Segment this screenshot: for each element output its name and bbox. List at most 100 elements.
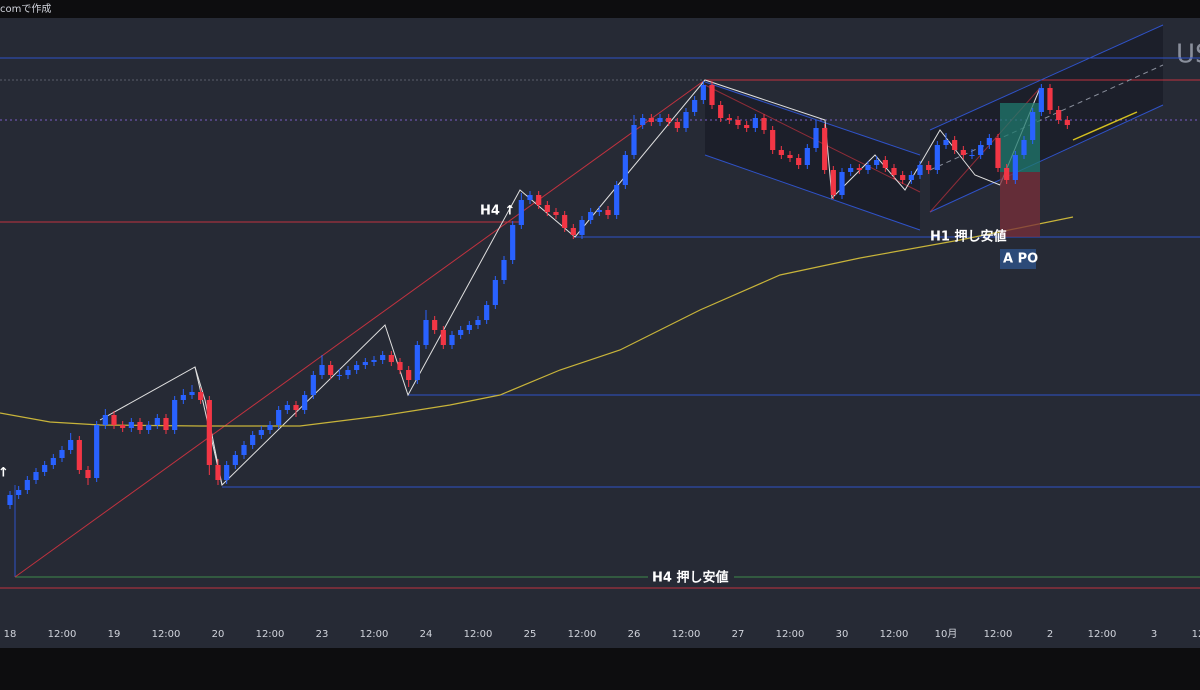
watermark: US xyxy=(1176,40,1200,70)
candle-body xyxy=(68,440,74,450)
candle-body xyxy=(76,440,82,470)
x-tick-label: 12:00 xyxy=(1088,629,1117,640)
x-tick-label: 20 xyxy=(212,629,225,640)
candle-body xyxy=(492,280,498,305)
candle-body xyxy=(622,155,628,185)
candle-body xyxy=(674,122,680,128)
x-tick-label: 12:00 xyxy=(360,629,389,640)
candle-body xyxy=(926,165,932,170)
candle-body xyxy=(666,118,672,122)
candle-body xyxy=(380,355,386,360)
header: comで作成 xyxy=(0,3,51,15)
candle-body xyxy=(50,458,56,465)
candle-body xyxy=(7,495,13,505)
candle-body xyxy=(1030,112,1036,140)
candle-body xyxy=(466,325,472,330)
candle-body xyxy=(1012,155,1018,180)
x-tick-label: 30 xyxy=(836,629,849,640)
candle-body xyxy=(908,175,914,180)
candle-body xyxy=(198,392,204,400)
candle-body xyxy=(146,425,152,430)
annotation: ↑ xyxy=(0,466,9,481)
candle-body xyxy=(189,392,195,395)
candle-body xyxy=(449,335,455,345)
candle-body xyxy=(692,100,698,112)
candle-body xyxy=(787,155,793,158)
x-tick-label: 12:00 xyxy=(776,629,805,640)
candle-body xyxy=(718,105,724,118)
candle-body xyxy=(319,365,325,375)
candle-body xyxy=(120,425,126,428)
candle-body xyxy=(1064,120,1070,125)
candle-body xyxy=(796,158,802,165)
candle-body xyxy=(596,210,602,212)
candle-body xyxy=(657,118,663,122)
x-tick-label: 12:00 xyxy=(880,629,909,640)
candle-body xyxy=(293,405,299,410)
x-tick-label: 12:00 xyxy=(984,629,1013,640)
candle-body xyxy=(59,450,65,458)
candle-body xyxy=(284,405,290,410)
x-tick-label: 12:00 xyxy=(672,629,701,640)
candle-body xyxy=(440,330,446,345)
x-tick-label: 26 xyxy=(628,629,641,640)
candle-body xyxy=(206,400,212,465)
candle-body xyxy=(553,212,559,215)
candle-body xyxy=(874,160,880,165)
candle-body xyxy=(709,85,715,105)
candle-body xyxy=(232,455,238,465)
candle-body xyxy=(752,118,758,128)
candle-body xyxy=(345,370,351,375)
candle-body xyxy=(605,210,611,215)
candle-body xyxy=(302,395,308,410)
candle-body xyxy=(406,370,412,380)
candle-body xyxy=(640,118,646,125)
annotation: A PO xyxy=(1003,252,1038,267)
candle-body xyxy=(544,205,550,212)
candle-body xyxy=(475,320,481,325)
candle-body xyxy=(1038,88,1044,112)
candle-body xyxy=(16,490,22,495)
candle-body xyxy=(1047,88,1053,110)
candle-body xyxy=(865,165,871,170)
candle-body xyxy=(952,140,958,150)
candle-body xyxy=(137,422,143,430)
candle-body xyxy=(960,150,966,155)
candle-body xyxy=(432,320,438,330)
candle-body xyxy=(735,120,741,125)
candle-body xyxy=(744,125,750,128)
candle-body xyxy=(536,195,542,205)
candle-body xyxy=(458,330,464,335)
candle-body xyxy=(172,400,178,430)
candle-body xyxy=(85,470,91,478)
x-tick-label: 12:00 xyxy=(1192,629,1200,640)
candle-body xyxy=(1004,168,1010,180)
candle-body xyxy=(770,130,776,150)
candle-body xyxy=(111,415,117,425)
candle-body xyxy=(700,85,706,100)
candle-body xyxy=(310,375,316,395)
candle-body xyxy=(969,155,975,156)
candle-body xyxy=(761,118,767,130)
x-tick-label: 18 xyxy=(4,629,17,640)
candle-body xyxy=(267,425,273,430)
annotation: H1 押し安値 xyxy=(930,229,1006,245)
candle-body xyxy=(128,422,134,428)
candle-body xyxy=(917,165,923,175)
drawings xyxy=(0,24,1200,589)
candle-body xyxy=(804,148,810,165)
x-tick-label: 12:00 xyxy=(48,629,77,640)
candle-body xyxy=(856,168,862,170)
x-tick-label: 23 xyxy=(316,629,329,640)
candle-body xyxy=(614,185,620,215)
x-tick-label: 12:00 xyxy=(464,629,493,640)
candle-body xyxy=(648,118,654,122)
candle-body xyxy=(822,128,828,170)
x-tick-label: 12:00 xyxy=(256,629,285,640)
x-tick-label: 24 xyxy=(420,629,433,640)
candle-body xyxy=(839,172,845,195)
candle-body xyxy=(518,200,524,225)
candle-body xyxy=(328,365,334,375)
candle-body xyxy=(588,212,594,220)
candle-body xyxy=(527,195,533,200)
